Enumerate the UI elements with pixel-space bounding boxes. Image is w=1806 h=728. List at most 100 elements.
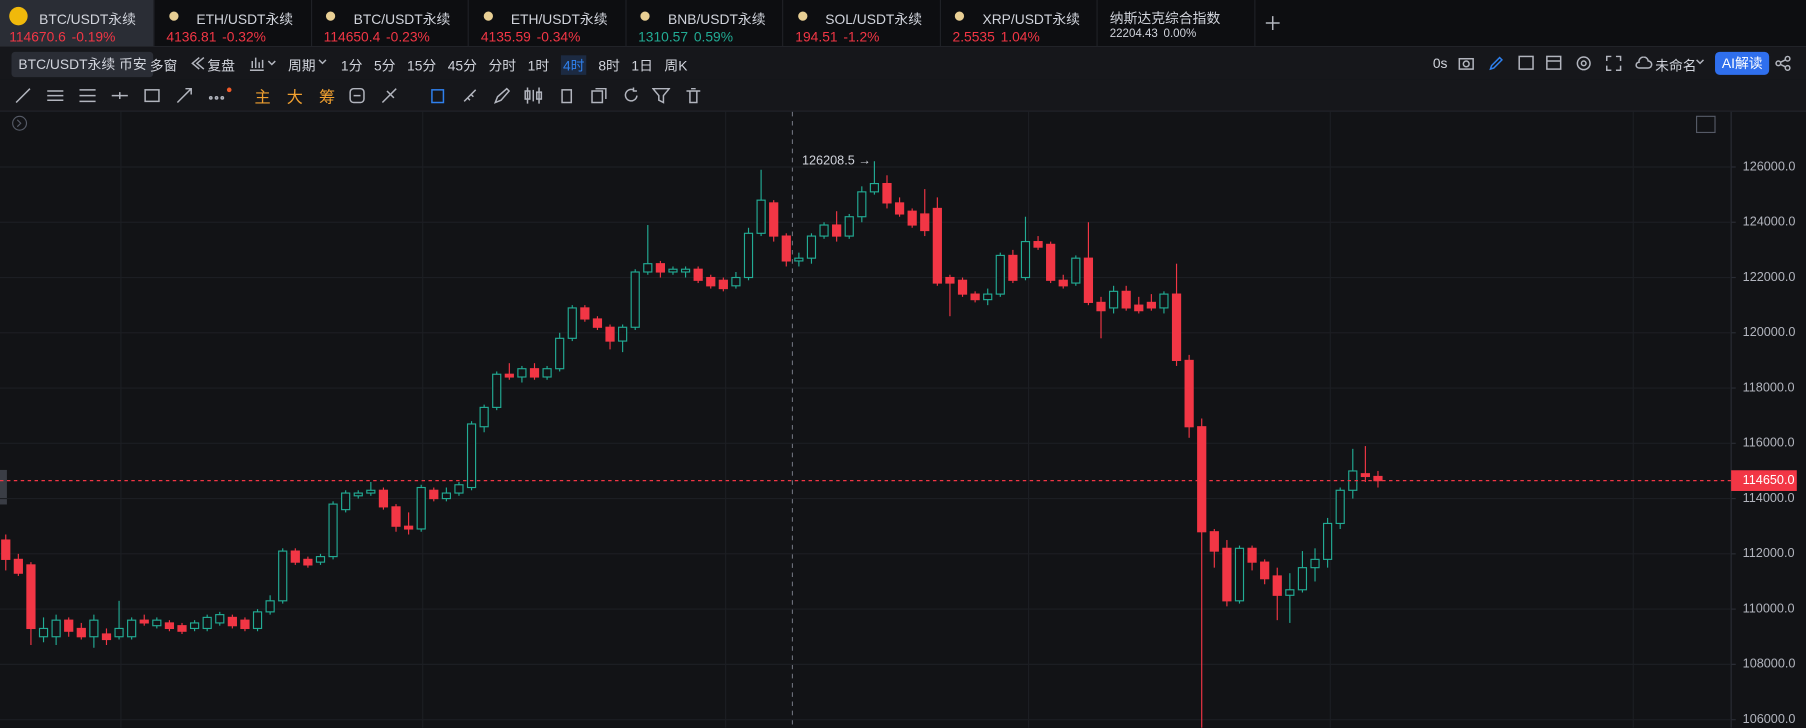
tool-line[interactable] bbox=[14, 86, 32, 104]
tab-quote: 4136.81 -0.32% bbox=[166, 29, 266, 45]
tab-quote: 22204.43 0.00% bbox=[1110, 28, 1196, 41]
candle-body bbox=[152, 619, 162, 627]
cloud[interactable] bbox=[1634, 56, 1653, 70]
replay-icon[interactable] bbox=[189, 55, 205, 71]
tab-price: 1310.57 bbox=[638, 28, 689, 45]
replay[interactable]: 复盘 bbox=[207, 57, 235, 74]
candle-body bbox=[240, 619, 250, 630]
candle-body bbox=[416, 486, 426, 530]
interval[interactable]: 1分 bbox=[340, 57, 363, 74]
tab-price: 194.51 bbox=[795, 28, 838, 45]
side-handle[interactable] bbox=[0, 469, 7, 505]
tool-clip[interactable] bbox=[557, 86, 575, 104]
tab-symbol: 纳斯达克综合指数 bbox=[1109, 10, 1221, 27]
tab[interactable]: BTC/USDT永续 114670.6 -0.19% bbox=[0, 0, 155, 47]
window[interactable] bbox=[1518, 55, 1534, 70]
tab[interactable]: SOL/USDT永续 194.51 -1.2% bbox=[786, 0, 941, 47]
multi-window[interactable]: 多窗 bbox=[149, 57, 178, 74]
candle-body bbox=[1046, 243, 1056, 281]
tool-magnet[interactable] bbox=[348, 86, 366, 104]
tool-channel[interactable] bbox=[46, 86, 64, 104]
ai-button[interactable]: AI解读 bbox=[1715, 51, 1770, 75]
interval[interactable]: 4时 bbox=[560, 55, 587, 75]
candle-body bbox=[1209, 531, 1219, 552]
tab-price: 4135.59 bbox=[480, 28, 531, 45]
candle-body bbox=[1360, 473, 1370, 478]
interval[interactable]: 1时 bbox=[527, 57, 550, 74]
indicator-tool[interactable]: 大 bbox=[286, 87, 303, 106]
settings[interactable] bbox=[1576, 55, 1592, 71]
candle-body bbox=[353, 492, 363, 497]
tool-hline[interactable] bbox=[111, 86, 129, 104]
tab[interactable]: BNB/USDT永续 1310.57 0.59% bbox=[629, 0, 784, 47]
tab[interactable]: 纳斯达克综合指数 22204.43 0.00% bbox=[1101, 0, 1255, 47]
tool-more[interactable] bbox=[207, 86, 232, 104]
tool-eraser[interactable] bbox=[380, 86, 398, 104]
candle-body bbox=[718, 279, 728, 290]
candle-body bbox=[529, 368, 540, 378]
tool-lock[interactable] bbox=[428, 86, 446, 104]
interval[interactable]: 45分 bbox=[447, 57, 477, 74]
tool-rect[interactable] bbox=[143, 86, 161, 104]
candle-body bbox=[1, 539, 11, 560]
chart-type[interactable] bbox=[248, 55, 278, 72]
candle-body bbox=[164, 622, 175, 630]
candle-body bbox=[1285, 589, 1295, 596]
camera[interactable] bbox=[1458, 55, 1474, 70]
candle-body bbox=[479, 406, 489, 428]
vertical-grid bbox=[120, 111, 1634, 728]
tab[interactable]: ETH/USDT永续 4135.59 -0.34% bbox=[472, 0, 626, 47]
candle-body bbox=[555, 337, 565, 370]
indicator-tool[interactable]: 主 bbox=[254, 87, 271, 106]
candle-body bbox=[26, 564, 36, 630]
layout-caret[interactable] bbox=[1695, 59, 1705, 66]
candle-body bbox=[567, 307, 577, 339]
interval[interactable]: 1日 bbox=[631, 57, 653, 74]
tab[interactable]: ETH/USDT永续 4136.81 -0.32% bbox=[157, 0, 312, 47]
fullscreen[interactable] bbox=[1605, 55, 1622, 72]
candle-body bbox=[580, 307, 590, 320]
interval[interactable]: 5分 bbox=[373, 57, 396, 74]
candle-body bbox=[454, 484, 464, 494]
interval[interactable]: 分时 bbox=[488, 57, 517, 74]
tab-quote: 114650.4 -0.23% bbox=[324, 29, 430, 45]
tool-candles[interactable] bbox=[523, 86, 544, 104]
candle-body bbox=[328, 503, 338, 558]
share[interactable] bbox=[1775, 55, 1791, 72]
add-tab[interactable] bbox=[1265, 15, 1281, 31]
tool-copy[interactable] bbox=[590, 86, 608, 104]
scale-button[interactable] bbox=[1696, 115, 1716, 134]
collapse-arrow[interactable] bbox=[16, 119, 22, 128]
template[interactable] bbox=[1546, 55, 1562, 70]
candle-body bbox=[1323, 522, 1333, 560]
candle-body bbox=[1058, 279, 1068, 287]
candle-body bbox=[592, 318, 603, 328]
indicator-tool[interactable]: 筹 bbox=[319, 87, 336, 106]
period[interactable]: 周期 bbox=[287, 57, 316, 74]
interval[interactable]: 8时 bbox=[598, 57, 620, 74]
tool-ruler[interactable] bbox=[461, 86, 479, 104]
candle-body bbox=[517, 368, 527, 378]
interval[interactable]: 周K bbox=[664, 57, 688, 74]
candle-body bbox=[832, 224, 842, 237]
tool-refresh[interactable] bbox=[622, 86, 640, 104]
draw[interactable] bbox=[1488, 55, 1504, 71]
tab-quote: 2.5535 1.04% bbox=[953, 29, 1040, 45]
collapse-button[interactable] bbox=[12, 115, 28, 131]
interval[interactable]: 15分 bbox=[407, 57, 437, 74]
y-tick-label: 108000.0 bbox=[1743, 657, 1796, 671]
tool-fib[interactable] bbox=[78, 86, 96, 104]
tool-arrow[interactable] bbox=[175, 86, 193, 104]
candle-body bbox=[680, 268, 691, 273]
tab[interactable]: BTC/USDT永续 114650.4 -0.23% bbox=[314, 0, 469, 47]
layout-name[interactable]: 未命名 bbox=[1655, 57, 1697, 74]
period-caret[interactable] bbox=[318, 59, 327, 66]
y-tick-label: 106000.0 bbox=[1743, 712, 1796, 726]
drawing-toolbar: 主大筹 bbox=[0, 79, 1806, 112]
tool-pen[interactable] bbox=[493, 86, 511, 104]
high-annotation: 126208.5 → bbox=[802, 154, 871, 168]
symbol-select[interactable]: BTC/USDT永续 币安 bbox=[11, 51, 154, 78]
tab[interactable]: XRP/USDT永续 2.5535 1.04% bbox=[943, 0, 1098, 47]
tool-delete[interactable] bbox=[684, 86, 702, 104]
tool-filter[interactable] bbox=[651, 86, 671, 104]
